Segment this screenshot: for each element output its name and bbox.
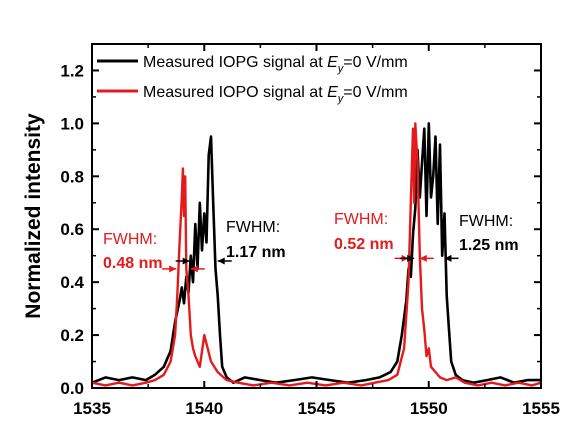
- fwhm-iopo-right: FWHM: 0.52 nm: [334, 211, 394, 253]
- y-tick-label: 0.2: [60, 326, 84, 345]
- y-axis-label: Normalized intensity: [22, 113, 45, 319]
- fwhm-label: FWHM:: [459, 213, 513, 230]
- legend-label-1: Measured IOPO signal at Ey=0 V/mm: [143, 84, 408, 105]
- fwhm-label: FWHM:: [103, 231, 157, 248]
- legend-label-0: Measured IOPG signal at Ey=0 V/mm: [143, 54, 408, 75]
- y-tick-label: 1.2: [60, 61, 84, 80]
- fwhm-arrow-head: [182, 257, 190, 265]
- y-tick-label: 0.0: [60, 379, 84, 398]
- y-tick-label: 1.0: [60, 114, 84, 133]
- y-tick-label: 0.4: [60, 273, 84, 292]
- axis-ticks: 1535 1540 1545 1550 1555 0.0 0.2 0.4 0.6 0.8 1.0 1.…: [60, 44, 560, 418]
- fwhm-value: 1.25 nm: [459, 237, 519, 254]
- fwhm-iopg-left: FWHM: 1.17 nm: [226, 219, 286, 261]
- fwhm-value: 1.17 nm: [226, 244, 286, 261]
- y-tick-label: 0.8: [60, 167, 84, 186]
- x-tick-label: 1540: [185, 399, 223, 418]
- fwhm-value: 0.52 nm: [334, 236, 394, 253]
- y-tick-label: 0.6: [60, 220, 84, 239]
- fwhm-arrow-head: [419, 254, 427, 262]
- legend: Measured IOPG signal at Ey=0 V/mm Measure…: [97, 54, 408, 105]
- x-tick-label: 1555: [522, 399, 560, 418]
- fwhm-arrow-head: [407, 254, 415, 262]
- fwhm-label: FWHM:: [334, 211, 388, 228]
- fwhm-arrow-head: [444, 254, 452, 262]
- fwhm-arrow-head: [217, 257, 225, 265]
- fwhm-iopg-right: FWHM: 1.25 nm: [459, 213, 519, 254]
- fwhm-label: FWHM:: [226, 219, 280, 236]
- x-tick-label: 1535: [73, 399, 111, 418]
- fwhm-value: 0.48 nm: [103, 255, 163, 272]
- series-line-0: [91, 122, 541, 385]
- fwhm-arrow-head: [169, 265, 177, 273]
- fwhm-iopo-left: FWHM: 0.48 nm: [103, 231, 163, 272]
- fwhm-arrow-head: [190, 265, 198, 273]
- x-tick-label: 1550: [410, 399, 448, 418]
- x-tick-label: 1545: [298, 399, 336, 418]
